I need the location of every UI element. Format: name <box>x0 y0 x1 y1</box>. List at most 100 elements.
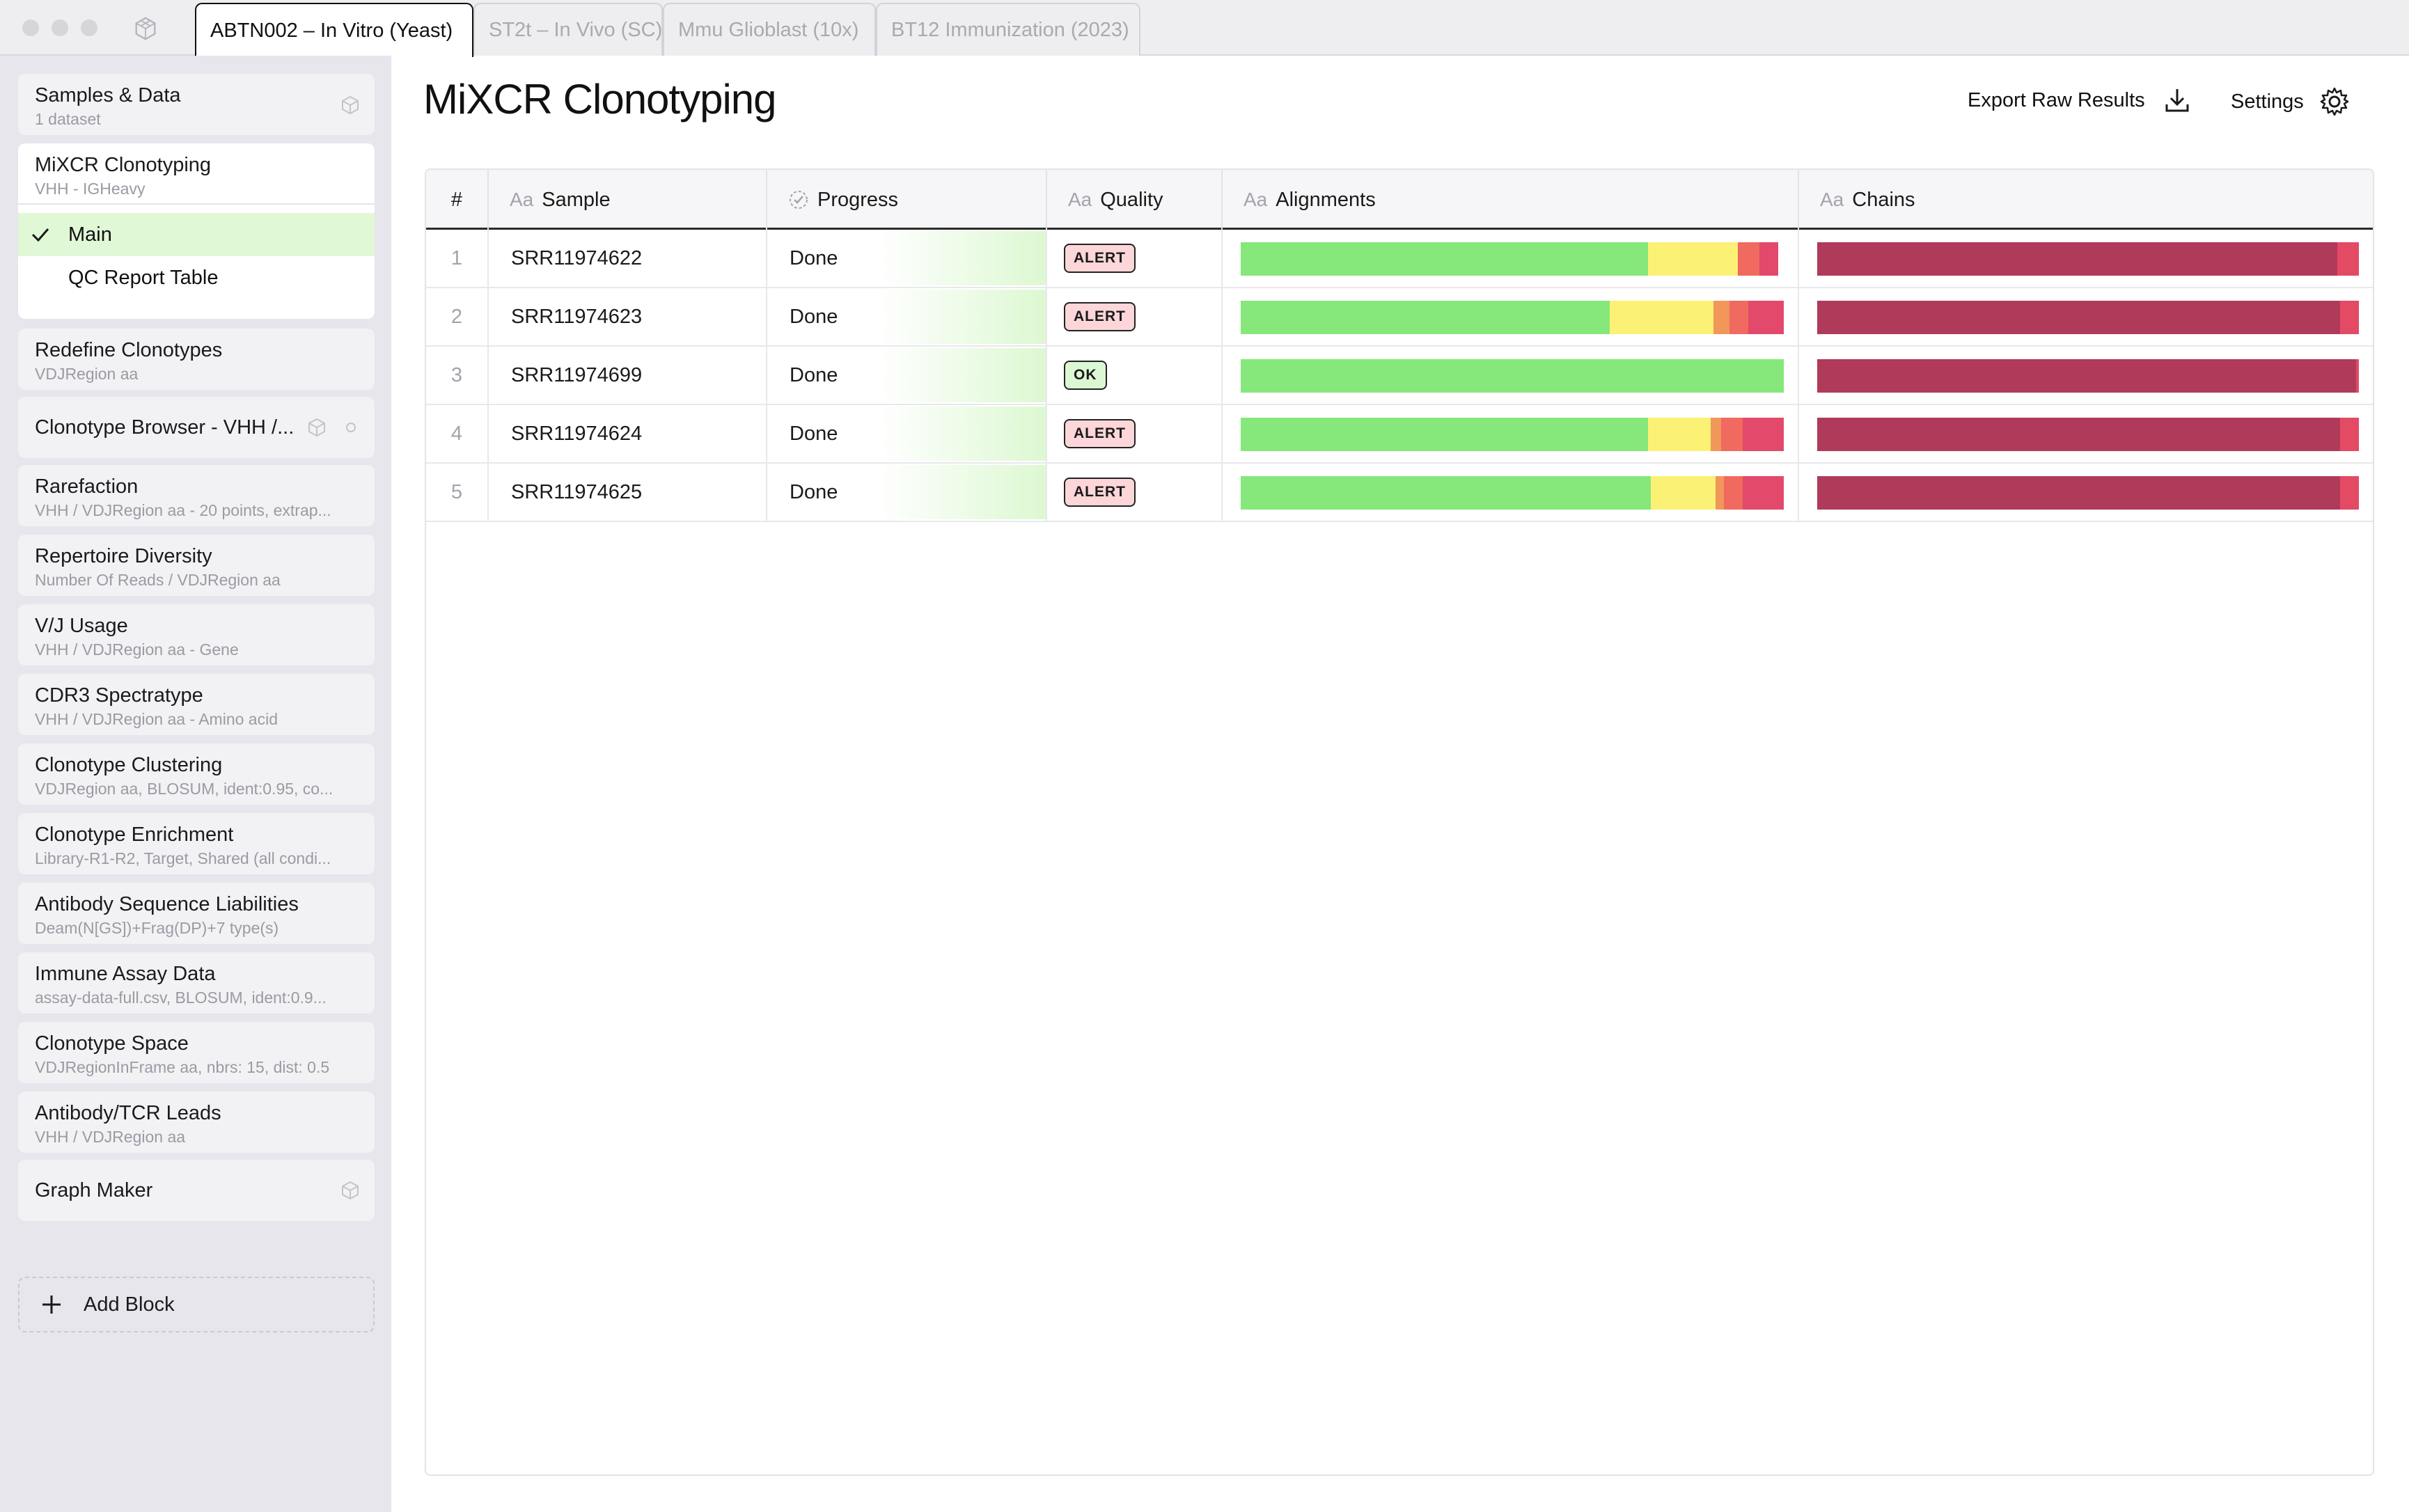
block-subtitle: Deam(N[GS])+Frag(DP)+7 type(s) <box>35 919 279 937</box>
sample-cell[interactable]: SRR11974624 <box>489 405 767 462</box>
export-raw-results-button[interactable]: Export Raw Results <box>1968 86 2191 114</box>
progress-status: Done <box>790 363 838 386</box>
chains-bar[interactable] <box>1817 242 2359 276</box>
block-mixcr-clonotyping[interactable]: MiXCR Clonotyping VHH - IGHeavy Main QC … <box>18 143 375 319</box>
add-block-button[interactable]: Add Block <box>18 1277 375 1332</box>
progress-fill <box>879 231 1046 285</box>
sidebar-subitem-qc-report[interactable]: QC Report Table <box>18 256 375 299</box>
text-type-icon: Aa <box>1820 189 1844 210</box>
block-subtitle: VHH / VDJRegion aa - Gene <box>35 640 239 659</box>
block-title: Immune Assay Data <box>35 963 216 985</box>
block-title: Repertoire Diversity <box>35 545 212 567</box>
header-progress[interactable]: Progress <box>767 170 1047 230</box>
chains-bar[interactable] <box>1817 359 2359 393</box>
block-cdr3-spectratype[interactable]: CDR3 Spectratype VHH / VDJRegion aa - Am… <box>18 674 375 735</box>
minimize-window-dot[interactable] <box>52 19 68 36</box>
maximize-window-dot[interactable] <box>81 19 97 36</box>
alignments-bar[interactable] <box>1241 301 1784 334</box>
table-row[interactable]: 2 SRR11974623 Done ALERT <box>426 288 2373 347</box>
alignments-bar-segment <box>1737 242 1759 276</box>
chains-bar-segment <box>2339 476 2359 510</box>
block-samples-data[interactable]: Samples & Data 1 dataset <box>18 74 375 135</box>
quality-badge[interactable]: ALERT <box>1064 244 1136 273</box>
block-graph-maker[interactable]: Graph Maker <box>18 1160 375 1221</box>
chains-bar[interactable] <box>1817 301 2359 334</box>
progress-status: Done <box>790 246 838 269</box>
alignments-bar-segment <box>1241 418 1648 451</box>
app-logo-icon[interactable] <box>132 15 159 42</box>
block-rarefaction[interactable]: Rarefaction VHH / VDJRegion aa - 20 poin… <box>18 465 375 526</box>
header-label: Sample <box>542 188 611 211</box>
page-title: MiXCR Clonotyping <box>423 76 777 123</box>
table-row[interactable]: 3 SRR11974699 Done OK <box>426 347 2373 405</box>
tab-abtn002[interactable]: ABTN002 – In Vitro (Yeast) <box>195 3 473 57</box>
header-quality[interactable]: Aa Quality <box>1047 170 1223 230</box>
sample-cell[interactable]: SRR11974622 <box>489 230 767 287</box>
header-alignments[interactable]: Aa Alignments <box>1223 170 1799 230</box>
block-subtitle: 1 dataset <box>35 110 101 128</box>
quality-badge[interactable]: OK <box>1064 361 1107 390</box>
cube-icon <box>308 418 325 437</box>
settings-button[interactable]: Settings <box>2231 86 2350 117</box>
block-subtitle: Number Of Reads / VDJRegion aa <box>35 571 281 589</box>
quality-cell: OK <box>1047 347 1223 404</box>
header-chains[interactable]: Aa Chains <box>1799 170 2373 230</box>
tab-mmu-glioblast[interactable]: Mmu Glioblast (10x) <box>663 3 876 56</box>
alignments-bar-segment <box>1241 242 1648 276</box>
sample-cell[interactable]: SRR11974623 <box>489 288 767 345</box>
table-row[interactable]: 4 SRR11974624 Done ALERT <box>426 405 2373 464</box>
block-immune-assay-data[interactable]: Immune Assay Data assay-data-full.csv, B… <box>18 952 375 1014</box>
alignments-bar[interactable] <box>1241 242 1784 276</box>
text-type-icon: Aa <box>1243 189 1268 210</box>
row-number: 1 <box>426 230 489 287</box>
block-clonotype-space[interactable]: Clonotype Space VDJRegionInFrame aa, nbr… <box>18 1022 375 1083</box>
tab-bt12-immunization[interactable]: BT12 Immunization (2023) <box>876 3 1140 56</box>
alignments-bar-segment <box>1721 418 1743 451</box>
block-clonotype-enrichment[interactable]: Clonotype Enrichment Library-R1-R2, Targ… <box>18 813 375 874</box>
block-antibody-sequence-liabilities[interactable]: Antibody Sequence Liabilities Deam(N[GS]… <box>18 883 375 944</box>
block-antibody-tcr-leads[interactable]: Antibody/TCR Leads VHH / VDJRegion aa <box>18 1092 375 1153</box>
block-clonotype-browser[interactable]: Clonotype Browser - VHH /... <box>18 397 375 458</box>
block-subtitle: VDJRegion aa, BLOSUM, ident:0.95, co... <box>35 780 334 798</box>
sidebar-subitem-main[interactable]: Main <box>18 213 375 256</box>
subitem-label: Main <box>68 223 112 246</box>
header-num[interactable]: # <box>426 170 489 230</box>
close-window-dot[interactable] <box>22 19 39 36</box>
sample-cell[interactable]: SRR11974625 <box>489 464 767 521</box>
block-redefine-clonotypes[interactable]: Redefine Clonotypes VDJRegion aa <box>18 329 375 390</box>
block-title: MiXCR Clonotyping <box>35 154 212 176</box>
alignments-bar[interactable] <box>1241 359 1784 393</box>
block-title: Clonotype Browser - VHH /... <box>35 416 295 439</box>
block-clonotype-clustering[interactable]: Clonotype Clustering VDJRegion aa, BLOSU… <box>18 743 375 805</box>
table-row[interactable]: 5 SRR11974625 Done ALERT <box>426 464 2373 522</box>
progress-cell: Done <box>767 347 1047 404</box>
row-number: 4 <box>426 405 489 462</box>
block-repertoire-diversity[interactable]: Repertoire Diversity Number Of Reads / V… <box>18 535 375 596</box>
chains-bar[interactable] <box>1817 476 2359 510</box>
alignments-cell <box>1223 288 1799 345</box>
cube-icon <box>342 1181 359 1200</box>
table-row[interactable]: 1 SRR11974622 Done ALERT <box>426 230 2373 288</box>
qc-table: # Aa Sample Progress Aa Quality Aa Align… <box>425 168 2374 1476</box>
chains-bar-segment <box>1817 242 2337 276</box>
quality-badge[interactable]: ALERT <box>1064 302 1136 331</box>
alignments-bar-segment <box>1716 476 1725 510</box>
alignments-cell <box>1223 347 1799 404</box>
header-sample[interactable]: Aa Sample <box>489 170 767 230</box>
chains-bar-segment <box>2339 301 2359 334</box>
sample-cell[interactable]: SRR11974699 <box>489 347 767 404</box>
block-vj-usage[interactable]: V/J Usage VHH / VDJRegion aa - Gene <box>18 604 375 666</box>
alignments-bar-segment <box>1241 476 1651 510</box>
tab-st2t[interactable]: ST2t – In Vivo (SC) <box>473 3 663 56</box>
quality-badge[interactable]: ALERT <box>1064 419 1136 448</box>
alignments-bar[interactable] <box>1241 418 1784 451</box>
chains-bar[interactable] <box>1817 418 2359 451</box>
download-icon <box>2165 89 2189 112</box>
alignments-bar[interactable] <box>1241 476 1784 510</box>
header-label: Chains <box>1852 188 1915 211</box>
alignments-cell <box>1223 464 1799 521</box>
alignments-bar-segment <box>1724 476 1743 510</box>
block-title: Rarefaction <box>35 475 139 498</box>
quality-badge[interactable]: ALERT <box>1064 478 1136 507</box>
header-label: Alignments <box>1276 188 1376 211</box>
